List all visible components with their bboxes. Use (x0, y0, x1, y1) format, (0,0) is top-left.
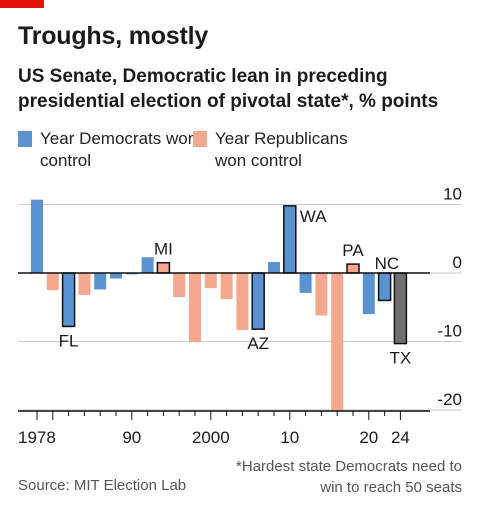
brand-tag (0, 0, 44, 8)
bar (236, 273, 249, 330)
chart-subtitle: US Senate, Democratic lean in preceding … (18, 66, 439, 112)
x-tick-label: 1978 (18, 428, 56, 447)
bar (110, 273, 122, 279)
footnote: *Hardest state Democrats need to win to … (236, 458, 462, 496)
x-tick-label: 10 (280, 428, 299, 447)
y-tick-label: 0 (453, 253, 462, 272)
bar (189, 273, 201, 343)
bar (283, 205, 297, 274)
state-label: WA (300, 207, 327, 226)
bar (315, 273, 328, 316)
state-label: FL (59, 331, 79, 350)
legend-label-democrats: Year Democrats won control (40, 129, 198, 170)
legend-label-republicans: Year Republicans won control (215, 129, 348, 170)
y-tick-label: 10 (443, 185, 462, 204)
bar (31, 199, 43, 273)
bar (141, 257, 154, 273)
bar (393, 272, 408, 345)
bar (173, 273, 186, 297)
bar (204, 273, 217, 289)
x-tick-label: 2000 (192, 428, 230, 447)
state-label: PA (342, 241, 364, 260)
legend-item-republicans: Year Republicans won control (193, 128, 375, 172)
x-tick-label: 20 (359, 428, 378, 447)
state-label: TX (390, 349, 412, 368)
bar (268, 262, 280, 273)
legend-swatch-republicans (193, 131, 207, 147)
bar (251, 272, 265, 330)
source-note: Source: MIT Election Lab (18, 477, 187, 494)
state-label: AZ (247, 334, 269, 353)
legend-swatch-democrats (18, 131, 32, 147)
legend-item-democrats: Year Democrats won control (18, 128, 200, 172)
bar (78, 273, 91, 295)
bar (362, 273, 375, 315)
bar (346, 263, 360, 274)
bar (94, 273, 107, 290)
y-tick-label: -10 (437, 322, 462, 341)
y-tick-label: -20 (437, 390, 462, 409)
x-tick-label: 24 (391, 428, 410, 447)
bar (220, 273, 233, 300)
bar (377, 272, 392, 302)
bar (61, 272, 76, 328)
bar (331, 273, 344, 411)
x-tick-label: 90 (122, 428, 141, 447)
state-label: MI (154, 240, 173, 259)
bar (299, 273, 312, 293)
bar (46, 273, 59, 291)
state-label: NC (375, 254, 400, 273)
bar (156, 261, 171, 274)
chart-title: Troughs, mostly (18, 22, 209, 50)
